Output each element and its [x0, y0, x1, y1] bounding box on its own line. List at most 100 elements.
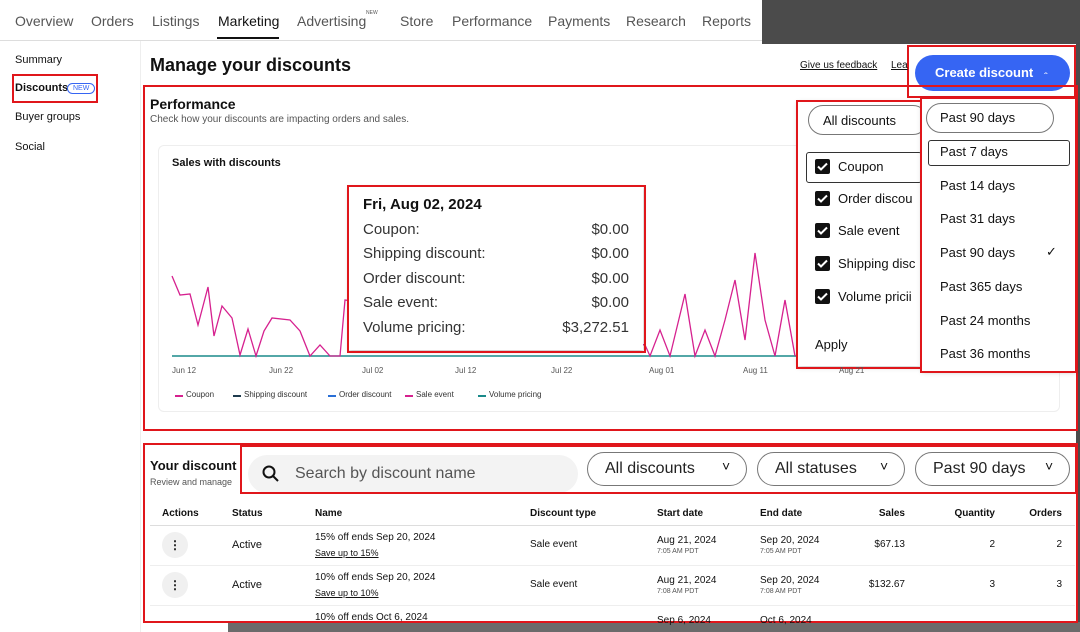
chevron: ˅: [1045, 458, 1054, 474]
filter-pill[interactable]: [757, 452, 905, 486]
column-header: Status: [232, 508, 263, 519]
period-option[interactable]: Past 365 days: [940, 279, 1023, 294]
learn-link[interactable]: Lea: [891, 60, 908, 71]
period-highlight: [920, 97, 1077, 373]
status: Active: [232, 579, 262, 591]
legend-label: Sale event: [416, 390, 454, 399]
highlight: [12, 74, 98, 103]
x-tick-label: Jul 12: [455, 366, 477, 375]
nav-tab[interactable]: Store: [400, 13, 434, 29]
filter-label: All statuses: [775, 460, 857, 477]
status: Active: [232, 539, 262, 551]
legend-label: Order discount: [339, 390, 392, 399]
page-title: Manage your discounts: [150, 55, 352, 75]
tooltip-label: Sale event:: [363, 294, 439, 311]
right-shade: [1076, 0, 1080, 632]
legend-label: Shipping discount: [244, 390, 308, 399]
checkbox[interactable]: [815, 256, 830, 271]
sidebar-divider: [140, 41, 141, 632]
period-option[interactable]: Past 24 months: [940, 313, 1031, 328]
check: [817, 162, 828, 171]
filter-option[interactable]: Volume pricii: [838, 289, 912, 304]
nav-tab[interactable]: Listings: [152, 13, 200, 29]
sidebar-item[interactable]: Social: [15, 141, 45, 153]
x-tick-label: Jul 02: [362, 366, 384, 375]
performance-highlight: [143, 85, 1078, 431]
nav-tab[interactable]: Orders: [91, 13, 134, 29]
create-button-label: Create discount: [935, 65, 1034, 80]
filter-pill[interactable]: [587, 452, 747, 486]
tooltip-value: $3,272.51: [562, 319, 629, 336]
new-badge: NEW: [366, 10, 378, 16]
sidebar-item[interactable]: Summary: [15, 54, 63, 66]
nav-divider: [0, 40, 762, 41]
column-header: Discount type: [530, 508, 597, 519]
section-title: Performance: [150, 96, 236, 112]
quantity: 3: [989, 579, 995, 590]
tooltip-value: $0.00: [591, 245, 629, 262]
filter-label: Past 90 days: [933, 460, 1026, 477]
tooltip-label: Coupon:: [363, 221, 420, 238]
legend-label: Coupon: [186, 390, 215, 399]
row-actions[interactable]: ⋮: [162, 532, 188, 558]
checkbox[interactable]: [815, 191, 830, 206]
nav-tab[interactable]: Marketing: [218, 13, 280, 29]
section-title: Your discount: [150, 458, 237, 473]
nav-tab[interactable]: Reports: [702, 13, 752, 29]
checkbox[interactable]: [815, 159, 830, 174]
discount-name: 15% off ends Sep 20, 2024: [315, 532, 436, 543]
nav-tab[interactable]: Performance: [452, 13, 533, 29]
row-line: [150, 605, 1075, 606]
search-input[interactable]: [248, 455, 578, 493]
sidebar-item[interactable]: Buyer groups: [15, 111, 81, 123]
bottom-shade: [228, 622, 1080, 632]
nav-tab[interactable]: Research: [626, 13, 686, 29]
nav-tab[interactable]: Overview: [15, 13, 74, 29]
end-date: Sep 20, 2024: [760, 535, 820, 546]
column-header: Quantity: [954, 508, 995, 519]
feedback-link[interactable]: Give us feedback: [800, 60, 878, 71]
tooltip-value: $0.00: [591, 270, 629, 287]
period-option[interactable]: Past 90 days: [940, 245, 1016, 260]
discount-detail[interactable]: Save up to 15%: [315, 548, 379, 558]
new-badge: NEW: [67, 83, 96, 94]
check: [817, 194, 828, 203]
chevron: ˅: [722, 458, 731, 474]
nav-tab[interactable]: Payments: [548, 13, 611, 29]
tooltip-label: Volume pricing:: [363, 319, 466, 336]
start-time: 7:08 AM PDT: [657, 588, 699, 595]
type-button[interactable]: [808, 105, 928, 135]
period-option[interactable]: Past 31 days: [940, 211, 1016, 226]
discount-detail[interactable]: Save up to 10%: [315, 588, 379, 598]
checkbox[interactable]: [815, 223, 830, 238]
x-tick-label: Aug 01: [649, 366, 675, 375]
filter-pill[interactable]: [915, 452, 1070, 486]
nav-tab[interactable]: Advertising: [297, 13, 367, 29]
start-date: Aug 21, 2024: [657, 535, 717, 546]
period-option[interactable]: Past 7 days: [940, 144, 1008, 159]
filter-option[interactable]: Coupon: [838, 159, 884, 174]
column-header: Orders: [1029, 508, 1062, 519]
chevron: ˅: [880, 458, 889, 474]
end-date: Sep 20, 2024: [760, 575, 820, 586]
end-date: Oct 6, 2024: [760, 615, 812, 626]
filter-option[interactable]: Shipping disc: [838, 256, 916, 271]
filter-label: All discounts: [605, 460, 695, 477]
sale-event-line: [171, 252, 796, 359]
period-button[interactable]: [926, 103, 1054, 133]
search-placeholder: Search by discount name: [295, 465, 476, 482]
checkbox[interactable]: [815, 289, 830, 304]
discount-name: 10% off ends Oct 6, 2024: [315, 612, 428, 623]
column-header: Actions: [162, 508, 199, 519]
period-option[interactable]: Past 36 months: [940, 346, 1031, 361]
filter-option[interactable]: Sale event: [838, 223, 900, 238]
end-time: 7:08 AM PDT: [760, 588, 802, 595]
sidebar-item[interactable]: Discounts: [15, 82, 69, 94]
period-option[interactable]: Past 14 days: [940, 178, 1016, 193]
chart-title: Sales with discounts: [172, 157, 281, 169]
row-actions[interactable]: ⋮: [162, 572, 188, 598]
top-right-shade: [762, 0, 1080, 44]
apply-button[interactable]: Apply: [815, 337, 848, 352]
filter-option[interactable]: Order discou: [838, 191, 913, 206]
